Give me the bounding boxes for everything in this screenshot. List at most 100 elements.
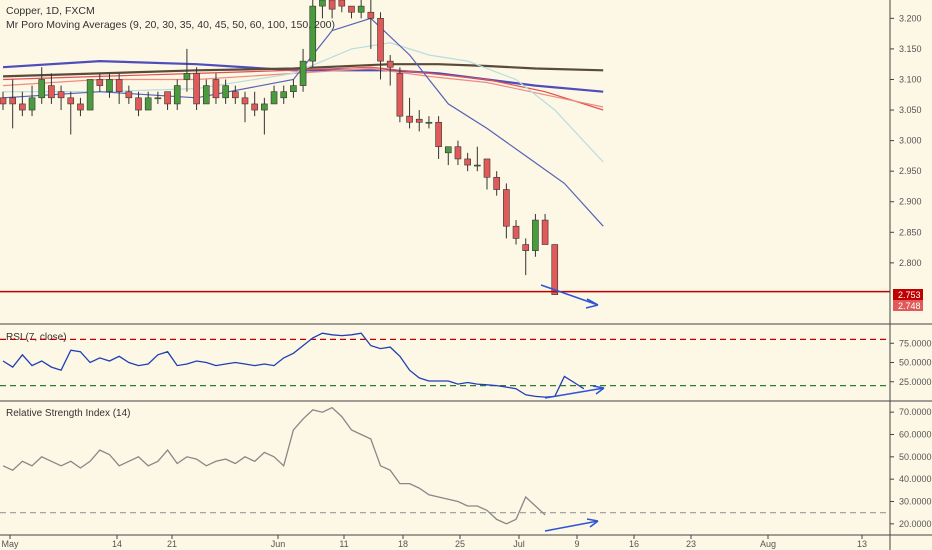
candle [319,0,326,19]
candle [232,85,239,104]
price-axis-label: 2.950 [899,166,922,176]
candle [38,67,46,104]
candle [241,91,249,123]
candle [106,73,113,98]
price-axis-label: 3.150 [899,44,922,54]
rsi-14-axis-label: 70.0000 [899,407,932,417]
time-axis-label: Aug [760,539,776,549]
rsi-7-axis-label: 75.0000 [899,338,932,348]
candle [154,91,162,104]
candle [377,12,384,80]
candle-body [28,97,36,111]
candle-body [232,91,239,99]
candle [541,213,549,245]
time-axis-label: 9 [574,539,579,549]
candle-body [309,5,317,62]
candle [464,152,471,172]
time-axis-label: 25 [455,539,465,549]
candle [483,158,491,190]
rsi-14-axis-label: 60.0000 [899,430,932,440]
candle [406,97,413,129]
candle-body [9,97,16,105]
candle-body [503,189,510,227]
rsi-7-axis-label: 25.0000 [899,377,932,387]
candle [48,73,55,104]
candle [415,110,423,132]
candle-body [406,115,413,123]
time-axis-label: 11 [339,539,348,549]
candle-body [290,85,297,92]
candle [474,146,481,172]
candle-body [202,85,210,105]
rsi-7-axis-label: 50.0000 [899,358,932,368]
candle-body [454,146,462,160]
time-axis: May 14 21 Jun 11 18 25 Jul 9 16 23 Aug 13 [1,535,867,549]
candle-body [48,85,55,99]
candle [299,48,307,92]
close-price-label: 2.748 [898,301,921,311]
candle [193,67,200,111]
candle-body [512,225,520,239]
rsi-7-pane: RSI (7, close) [0,332,890,398]
time-axis-label: Jul [513,539,525,549]
price-pane [0,0,890,309]
candle-body [67,97,75,105]
candle [425,116,433,129]
candle [212,73,220,104]
candle [386,55,394,86]
candle-body [164,91,171,105]
candle [280,85,288,104]
symbol-title: Copper, 1D, FXCM [6,5,95,17]
candle-body [425,121,433,124]
candle-body [261,103,268,111]
candle-body [115,79,123,92]
candle-body [0,97,7,105]
time-axis-label: Jun [271,539,286,549]
candle-body [415,118,423,123]
candle-body [125,91,133,99]
candle-body [38,79,46,99]
time-axis-label: 21 [167,539,177,549]
rsi-14-axis-label: 30.0000 [899,497,932,507]
moving-average-line [2,67,604,108]
time-axis-label: 13 [857,539,867,549]
moving-average-line [3,42,604,163]
candle [183,48,191,92]
candle-body [96,79,104,86]
candle-body [435,121,442,148]
candle-body [299,60,307,86]
price-axis: 3.200 3.150 3.100 3.050 3.000 2.950 2.900 2.850… [890,13,932,529]
candle [77,97,84,117]
candle [444,146,452,166]
candle [309,0,317,68]
candle [164,91,171,111]
candles-layer [0,0,559,295]
candle-body [19,103,26,111]
candle [67,91,75,135]
candle [261,97,268,135]
candle [357,0,365,19]
candle-body [396,73,404,117]
time-axis-label: 16 [629,539,639,549]
candle [115,73,123,104]
rsi-14-axis-label: 40.0000 [899,474,932,484]
time-axis-label: 14 [112,539,122,549]
candle-body [367,11,375,19]
candle-body [319,0,326,7]
candle-body [135,97,142,111]
candle [512,220,520,245]
price-axis-label: 2.900 [899,197,922,207]
candle [28,85,36,117]
candle [270,85,278,105]
candle-body [474,164,481,167]
candle [19,91,26,117]
rsi-14-arrow-annotation [544,518,599,532]
candle-body [444,146,452,154]
candle [96,73,104,92]
candle-body [338,0,346,7]
candle-body [222,85,229,99]
candle [435,116,442,159]
candle [86,79,94,111]
